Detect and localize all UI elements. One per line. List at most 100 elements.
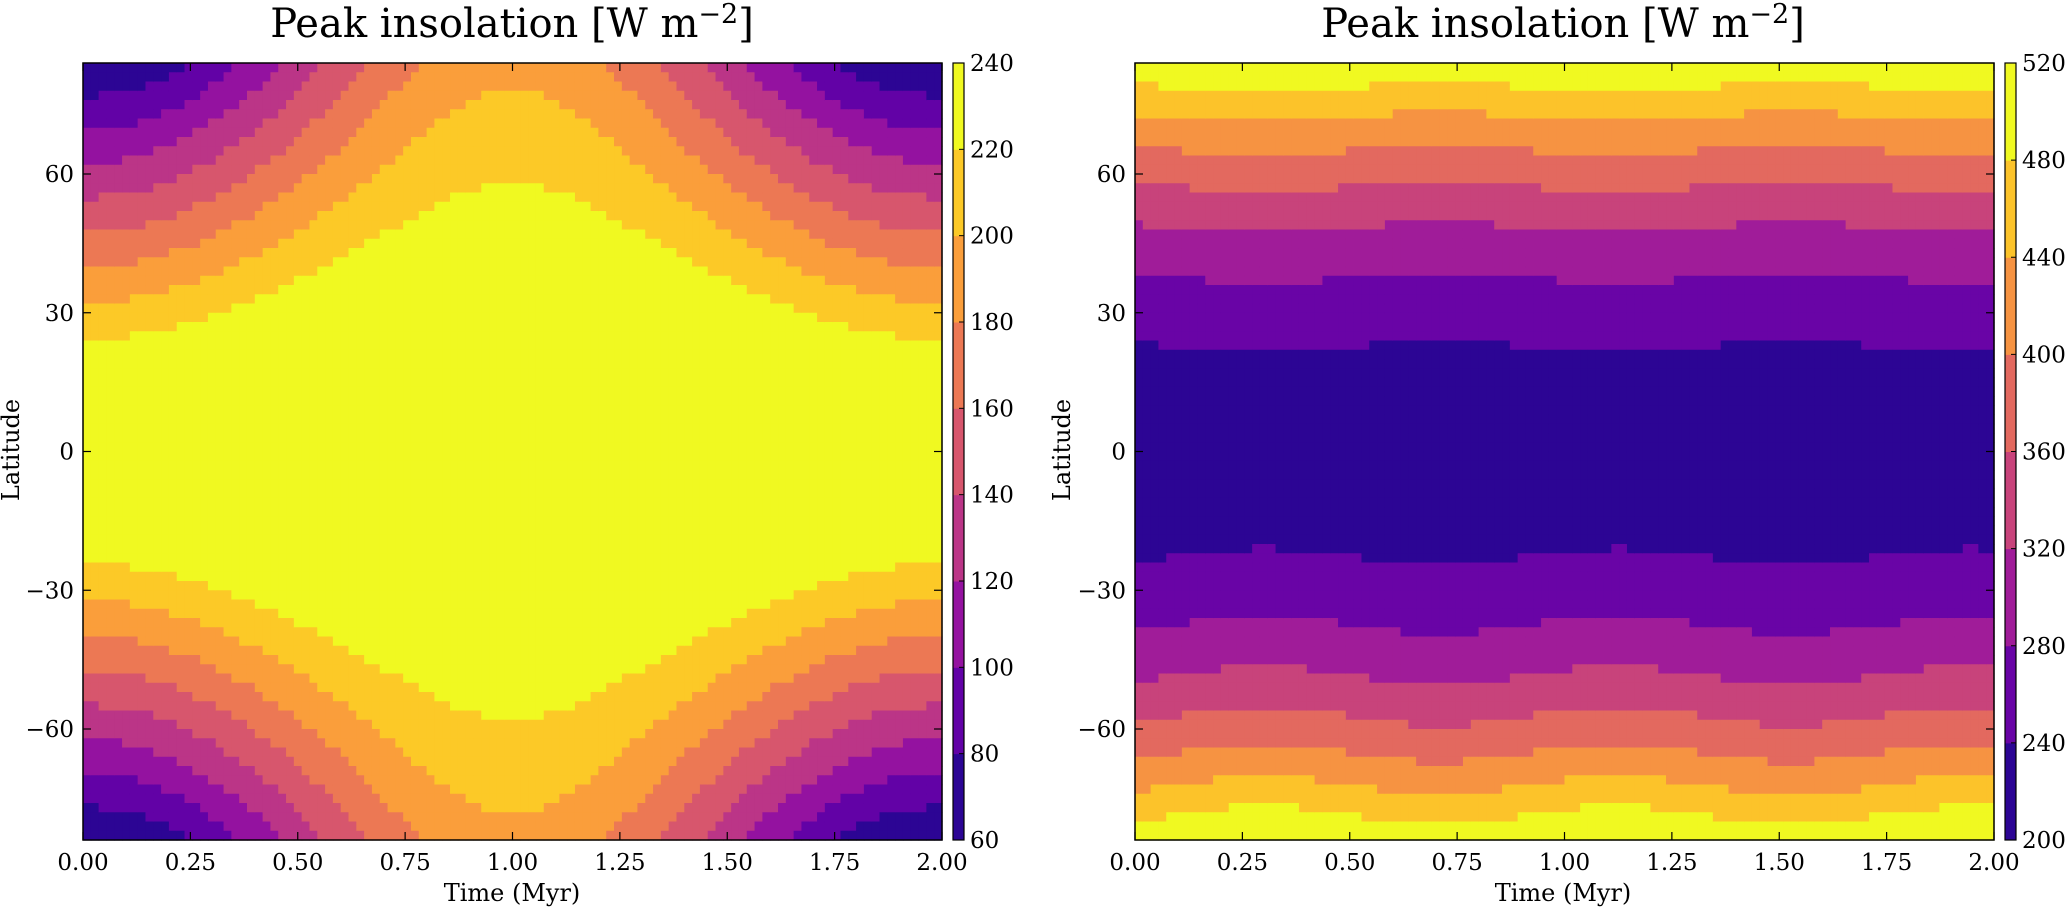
contour-cell xyxy=(114,544,122,554)
contour-cell xyxy=(278,276,286,286)
contour-cell xyxy=(216,156,224,166)
contour-cell xyxy=(286,91,294,101)
contour-cell xyxy=(255,165,263,175)
contour-cell xyxy=(83,378,91,388)
contour-cell xyxy=(130,526,138,536)
contour-cell xyxy=(216,766,224,776)
contour-cell xyxy=(106,378,114,388)
contour-cell xyxy=(216,729,224,739)
contour-cell xyxy=(145,720,153,730)
contour-cell xyxy=(231,822,239,832)
contour-cell xyxy=(200,387,208,397)
contour-cell xyxy=(231,137,239,147)
contour-cell xyxy=(122,359,130,369)
contour-cell xyxy=(185,63,193,73)
contour-cell xyxy=(122,378,130,388)
contour-cell xyxy=(177,63,185,73)
contour-cell xyxy=(185,100,193,110)
contour-cell xyxy=(278,137,286,147)
contour-cell xyxy=(130,655,138,665)
contour-cell xyxy=(106,637,114,647)
contour-cell xyxy=(200,63,208,73)
contour-cell xyxy=(286,387,294,397)
contour-cell xyxy=(114,461,122,471)
contour-cell xyxy=(122,618,130,628)
contour-cell xyxy=(83,119,91,129)
contour-cell xyxy=(294,507,302,517)
contour-cell xyxy=(177,82,185,92)
contour-cell xyxy=(247,812,255,822)
contour-cell xyxy=(91,590,99,600)
contour-cell xyxy=(263,378,271,388)
contour-cell xyxy=(286,267,294,277)
contour-cell xyxy=(130,581,138,591)
contour-cell xyxy=(130,729,138,739)
contour-cell xyxy=(247,618,255,628)
contour-cell xyxy=(138,220,146,230)
contour-cell xyxy=(185,461,193,471)
contour-cell xyxy=(122,331,130,341)
contour-cell xyxy=(177,720,185,730)
contour-cell xyxy=(255,794,263,804)
contour-cell xyxy=(200,322,208,332)
contour-cell xyxy=(153,331,161,341)
contour-cell xyxy=(185,137,193,147)
contour-cell xyxy=(263,146,271,156)
contour-cell xyxy=(263,526,271,536)
contour-cell xyxy=(216,489,224,499)
contour-cell xyxy=(91,211,99,221)
contour-cell xyxy=(294,701,302,711)
contour-cell xyxy=(122,211,130,221)
contour-cell xyxy=(145,183,153,193)
contour-cell xyxy=(91,664,99,674)
contour-cell xyxy=(294,359,302,369)
contour-cell xyxy=(106,285,114,295)
contour-cell xyxy=(224,294,232,304)
contour-cell xyxy=(247,137,255,147)
contour-cell xyxy=(114,387,122,397)
contour-cell xyxy=(208,341,216,351)
contour-cell xyxy=(208,516,216,526)
contour-cell xyxy=(224,535,232,545)
contour-cell xyxy=(278,294,286,304)
contour-cell xyxy=(208,100,216,110)
contour-cell xyxy=(185,683,193,693)
contour-cell xyxy=(192,720,200,730)
contour-cell xyxy=(200,738,208,748)
contour-cell xyxy=(208,822,216,832)
contour-cell xyxy=(130,276,138,286)
contour-cell xyxy=(185,424,193,434)
contour-cell xyxy=(122,563,130,573)
contour-cell xyxy=(270,600,278,610)
contour-cell xyxy=(130,618,138,628)
contour-cell xyxy=(177,165,185,175)
contour-cell xyxy=(83,387,91,397)
contour-cell xyxy=(99,535,107,545)
contour-cell xyxy=(200,193,208,203)
contour-cell xyxy=(208,174,216,184)
contour-cell xyxy=(177,100,185,110)
contour-cell xyxy=(145,359,153,369)
contour-cell xyxy=(177,304,185,314)
contour-cell xyxy=(122,396,130,406)
contour-cell xyxy=(177,812,185,822)
contour-cell xyxy=(270,322,278,332)
contour-cell xyxy=(145,507,153,517)
contour-cell xyxy=(122,544,130,554)
contour-cell xyxy=(247,368,255,378)
contour-cell xyxy=(99,785,107,795)
contour-cell xyxy=(239,202,247,212)
contour-cell xyxy=(106,165,114,175)
contour-cell xyxy=(83,63,91,73)
contour-cell xyxy=(169,146,177,156)
contour-cell xyxy=(91,285,99,295)
contour-cell xyxy=(169,239,177,249)
contour-cell xyxy=(192,174,200,184)
contour-cell xyxy=(91,674,99,684)
contour-cell xyxy=(83,433,91,443)
contour-cell xyxy=(270,563,278,573)
contour-cell xyxy=(106,91,114,101)
contour-cell xyxy=(247,276,255,286)
contour-cell xyxy=(278,526,286,536)
contour-cell xyxy=(83,461,91,471)
